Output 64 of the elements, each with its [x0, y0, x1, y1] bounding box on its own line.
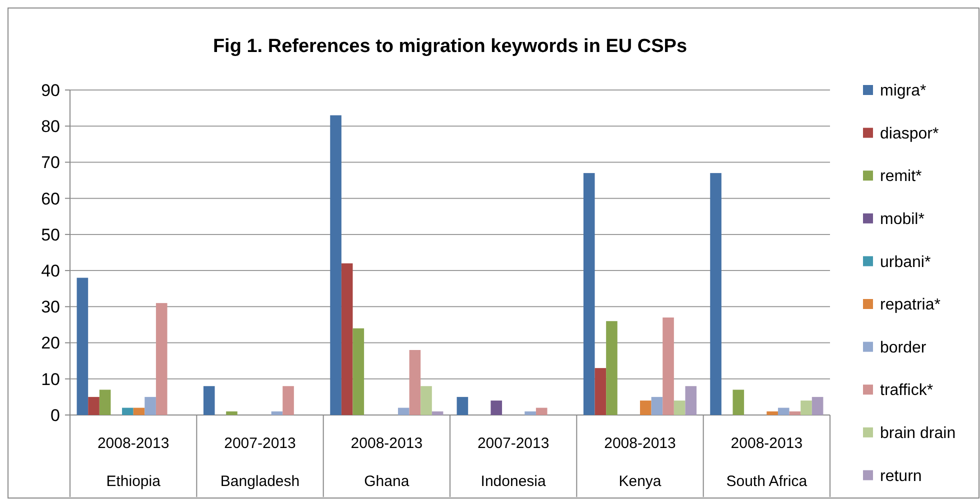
bar [88, 396, 100, 415]
bar [640, 400, 652, 415]
bar [99, 390, 111, 415]
category-label: 2008-2013 Kenya [604, 435, 676, 490]
bar [662, 318, 674, 415]
bar [583, 173, 595, 415]
bar [490, 400, 502, 415]
y-tick-label: 0 [50, 406, 60, 425]
legend-label: traffick* [880, 382, 934, 400]
bar [76, 278, 88, 415]
bar [800, 400, 812, 415]
bar [766, 411, 778, 415]
bar [341, 263, 353, 415]
legend-label: return [880, 468, 922, 485]
legend-label: migra* [880, 82, 926, 100]
legend-label: mobil* [880, 211, 924, 228]
bar [710, 173, 722, 415]
bar [685, 386, 697, 415]
y-tick-label: 70 [41, 153, 60, 172]
bar [282, 386, 294, 415]
bar [651, 396, 663, 415]
y-tick-label: 90 [41, 80, 60, 100]
bar [594, 368, 606, 415]
bar [271, 411, 283, 415]
bar [789, 411, 801, 415]
bar [330, 115, 342, 415]
category-label: 2008-2013 South Africa [726, 435, 808, 490]
bar [352, 328, 364, 415]
y-tick-label: 30 [41, 298, 60, 317]
category-label: 2008-2013 Ethiopia [97, 435, 170, 490]
bar [778, 408, 790, 415]
bar [432, 411, 444, 415]
bar [732, 390, 744, 415]
chart-title: Fig 1. References to migration keywords in EU CSPs [212, 36, 688, 57]
bar [226, 411, 238, 415]
bar [536, 408, 548, 415]
category-label: 2008-2013 Ghana [350, 435, 423, 490]
bar [122, 408, 134, 415]
bar [420, 386, 432, 415]
bar [606, 321, 618, 415]
category-label: 2007-2013 Indonesia [477, 435, 550, 490]
legend-label: border [880, 339, 927, 356]
bar [203, 386, 215, 415]
legend-label: urbani* [880, 254, 931, 271]
bar [398, 408, 410, 415]
bar [812, 396, 824, 415]
y-tick-label: 20 [41, 334, 60, 353]
y-tick-label: 40 [41, 262, 60, 281]
category-label: 2007-2013 Bangladesh [220, 435, 300, 490]
bar [674, 400, 686, 415]
y-tick-label: 50 [41, 225, 60, 244]
legend-label: brain drain [880, 425, 956, 442]
legend-label: remit* [880, 168, 922, 186]
bar [144, 396, 156, 415]
bar [409, 350, 421, 415]
legend-label: repatria* [880, 296, 940, 314]
bar [133, 408, 145, 415]
y-tick-label: 60 [41, 189, 60, 208]
bar [524, 411, 536, 415]
bar [156, 303, 168, 415]
legend-label: diaspor* [880, 125, 939, 142]
y-tick-label: 10 [41, 370, 60, 389]
bar [456, 396, 468, 415]
y-tick-label: 80 [41, 117, 60, 136]
